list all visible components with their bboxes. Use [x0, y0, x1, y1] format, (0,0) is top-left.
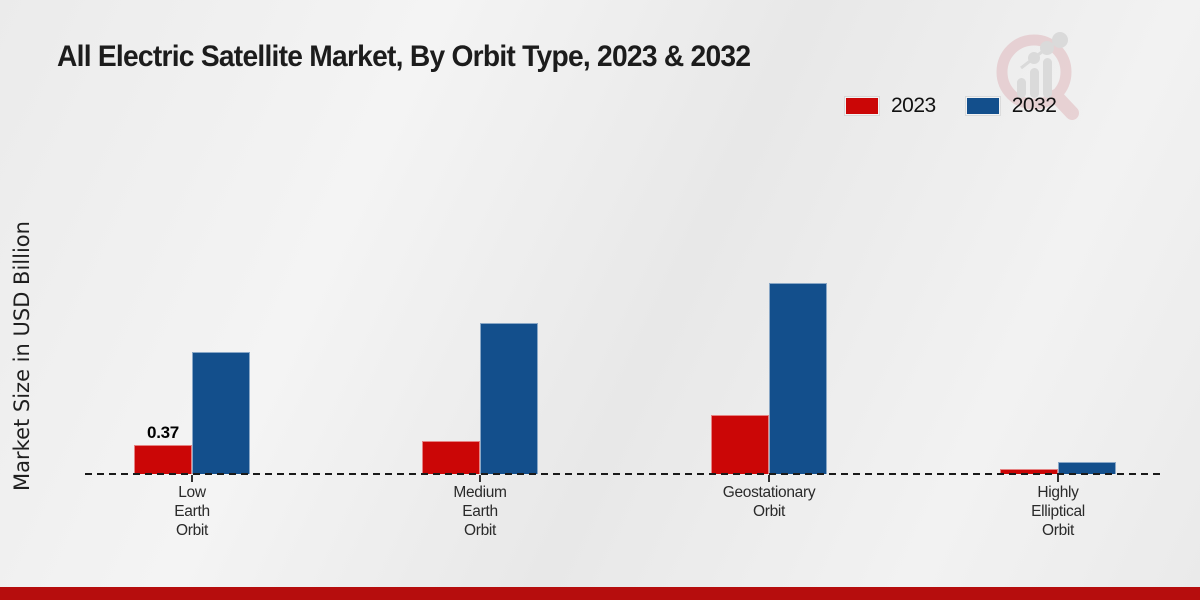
x-axis-line [85, 473, 1164, 475]
x-axis-tick [479, 475, 481, 482]
legend-swatch-2032 [965, 97, 1000, 115]
bar-2023-category-3 [1000, 469, 1058, 474]
x-axis-tick [768, 475, 770, 482]
legend-item-2023: 2023 [845, 94, 936, 118]
bar-2023-category-1 [422, 441, 480, 474]
category-label: Low Earth Orbit [174, 484, 210, 539]
x-axis-tick [1057, 475, 1059, 482]
footer-accent-bar [0, 587, 1200, 600]
bar-2032-category-3 [1058, 462, 1116, 474]
bar-2023-category-2 [711, 415, 769, 474]
bar-value-label: 0.37 [147, 423, 179, 442]
legend-label: 2032 [1011, 94, 1057, 117]
chart-title: All Electric Satellite Market, By Orbit … [57, 40, 751, 73]
bar-2032-category-1 [480, 323, 538, 474]
category-label: Medium Earth Orbit [453, 484, 507, 539]
legend: 2023 2032 [845, 94, 1057, 118]
legend-item-2032: 2032 [965, 94, 1057, 118]
bar-2032-category-0 [192, 352, 250, 474]
legend-swatch-2023 [845, 97, 879, 115]
legend-label: 2023 [891, 94, 936, 117]
magnifier-bar-chart-logo-icon [996, 32, 1079, 120]
category-label: Geostationary Orbit [722, 484, 816, 520]
category-label: Highly Elliptical Orbit [1031, 484, 1085, 539]
bar-2023-category-0 [134, 445, 192, 474]
x-axis-tick [191, 475, 193, 482]
bar-2032-category-2 [769, 283, 827, 474]
